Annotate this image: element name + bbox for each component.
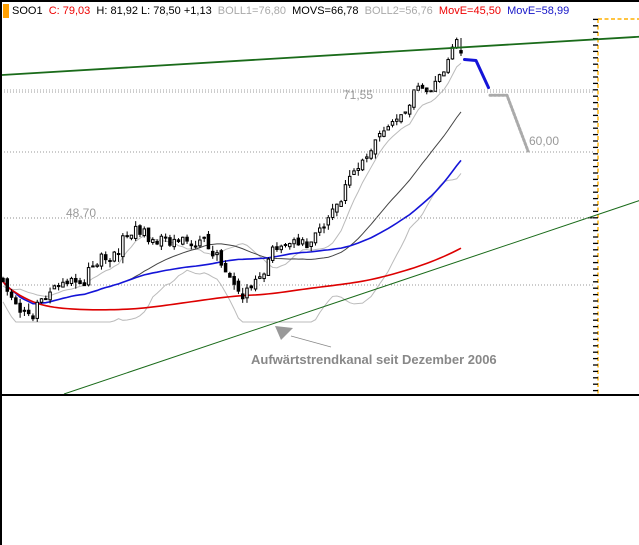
svg-text:60,00: 60,00 [529,134,559,148]
svg-text:Aufwärtstrendkanal seit Dezemb: Aufwärtstrendkanal seit Dezember 2006 [251,352,497,367]
svg-text:48,70: 48,70 [66,206,96,220]
svg-text:71,55: 71,55 [343,88,373,102]
